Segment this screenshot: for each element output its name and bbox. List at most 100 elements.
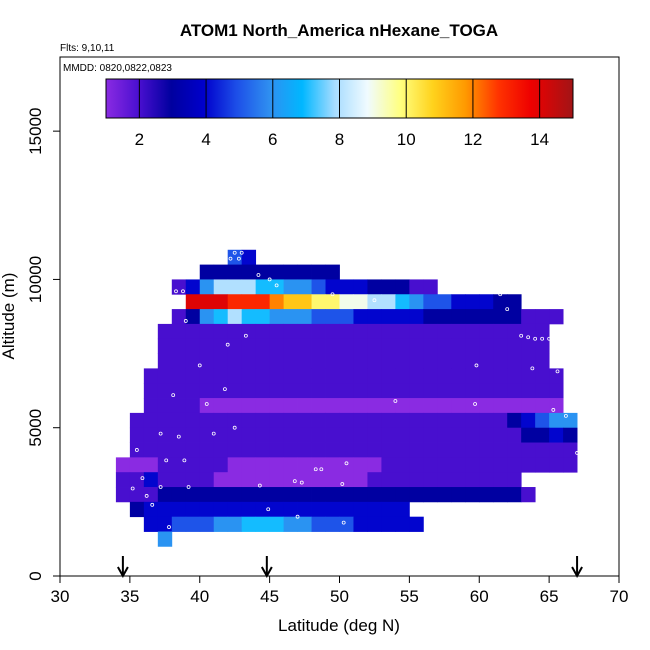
heatmap-cell xyxy=(381,427,396,443)
sample-point xyxy=(530,366,535,371)
heatmap-cell xyxy=(409,309,424,325)
heatmap-cell xyxy=(199,309,215,325)
sample-point xyxy=(519,333,524,338)
heatmap-cell xyxy=(339,472,354,488)
heatmap-cell xyxy=(479,323,494,340)
heatmap-cell xyxy=(241,442,257,458)
heatmap-cell xyxy=(367,279,382,295)
heatmap-cell xyxy=(311,516,326,532)
flight-arrow-icon xyxy=(117,556,129,579)
heatmap-cell xyxy=(381,487,396,503)
sample-point xyxy=(211,431,216,436)
heatmap-cell xyxy=(241,516,257,532)
heatmap-cell xyxy=(465,309,480,325)
heatmap-cell xyxy=(395,323,410,340)
heatmap-cell xyxy=(143,442,159,458)
colorbar-ticks: 2 4 6 8 10 12 14 xyxy=(135,79,549,149)
heatmap-cell xyxy=(157,531,173,547)
heatmap-cell xyxy=(171,323,187,340)
heatmap-cell xyxy=(129,501,145,518)
heatmap-cell xyxy=(213,383,229,399)
heatmap-cell xyxy=(269,427,285,443)
heatmap-cell xyxy=(367,427,382,443)
heatmap-cell xyxy=(129,472,145,488)
heatmap-cell xyxy=(367,368,382,384)
heatmap-cell xyxy=(171,368,187,384)
heatmap-cell xyxy=(381,368,396,384)
heatmap-cell xyxy=(339,442,354,458)
heatmap-cell xyxy=(325,457,340,473)
heatmap-cell xyxy=(297,338,312,354)
heatmap-cell xyxy=(297,309,312,325)
sample-point xyxy=(330,292,335,297)
heatmap-cell xyxy=(535,353,550,369)
heatmap-cell xyxy=(353,442,368,458)
heatmap-cell xyxy=(465,323,480,340)
heatmap-cell xyxy=(241,368,257,384)
heatmap-cell xyxy=(269,323,285,340)
heatmap-cell xyxy=(437,309,452,325)
heatmap-cell xyxy=(521,412,536,429)
sample-point xyxy=(182,458,187,463)
sample-point xyxy=(526,335,531,340)
heatmap-cell xyxy=(185,501,201,518)
heatmap-cell xyxy=(297,516,312,532)
heatmap-cell xyxy=(297,457,312,473)
heatmap-cell xyxy=(395,309,410,325)
sample-point xyxy=(344,461,349,466)
heatmap-cell xyxy=(185,279,201,295)
heatmap-cell xyxy=(171,279,187,295)
heatmap-cell xyxy=(269,501,285,518)
heatmap-cell xyxy=(437,383,452,399)
heatmap-cell xyxy=(185,398,201,414)
heatmap-cell xyxy=(241,457,257,473)
heatmap-cell xyxy=(213,338,229,354)
heatmap-cell xyxy=(129,487,145,503)
heatmap-cell xyxy=(255,442,271,458)
colorbar-tick-label: 8 xyxy=(335,130,344,149)
heatmap-cell xyxy=(367,501,382,518)
heatmap-cell xyxy=(199,516,215,532)
heatmap-cell xyxy=(255,323,271,340)
heatmap-cell xyxy=(171,501,187,518)
heatmap-cell xyxy=(325,294,340,310)
heatmap-cell xyxy=(535,368,550,384)
x-axis-label: Latitude (deg N) xyxy=(278,616,400,635)
sample-point xyxy=(341,520,346,525)
heatmap-cell xyxy=(549,383,564,399)
heatmap-cell xyxy=(353,353,368,369)
heatmap-cell xyxy=(395,338,410,354)
heatmap-cell xyxy=(409,323,424,340)
heatmap-cell xyxy=(535,309,550,325)
colorbar-tick-label: 14 xyxy=(530,130,549,149)
heatmap-cell xyxy=(465,294,480,310)
heatmap-cell xyxy=(451,294,466,310)
x-tick-label: 30 xyxy=(51,587,70,606)
heatmap-cell xyxy=(311,501,326,518)
sample-point xyxy=(540,336,545,341)
heatmap-cell xyxy=(255,412,271,429)
heatmap-cell xyxy=(255,279,271,295)
heatmap-cell xyxy=(311,309,326,325)
heatmap-cell xyxy=(115,457,131,473)
heatmap-cell xyxy=(241,249,257,265)
heatmap-cell xyxy=(213,368,229,384)
heatmap-cell xyxy=(199,383,215,399)
sample-point xyxy=(158,485,163,489)
heatmap-cell xyxy=(437,398,452,414)
heatmap-cell xyxy=(367,383,382,399)
heatmap-cell xyxy=(437,487,452,503)
heatmap-cell xyxy=(283,516,298,532)
heatmap-cell xyxy=(199,368,215,384)
heatmap-cell xyxy=(451,368,466,384)
heatmap-cell xyxy=(241,294,257,310)
sample-point xyxy=(232,425,237,430)
heatmap-cell xyxy=(227,398,243,414)
heatmap-cell xyxy=(227,457,243,473)
heatmap-cell xyxy=(199,501,215,518)
heatmap-cell xyxy=(507,457,522,473)
heatmap-cell xyxy=(381,338,396,354)
heatmap-cell xyxy=(213,457,229,473)
heatmap-cell xyxy=(493,338,508,354)
sample-point xyxy=(257,483,262,488)
